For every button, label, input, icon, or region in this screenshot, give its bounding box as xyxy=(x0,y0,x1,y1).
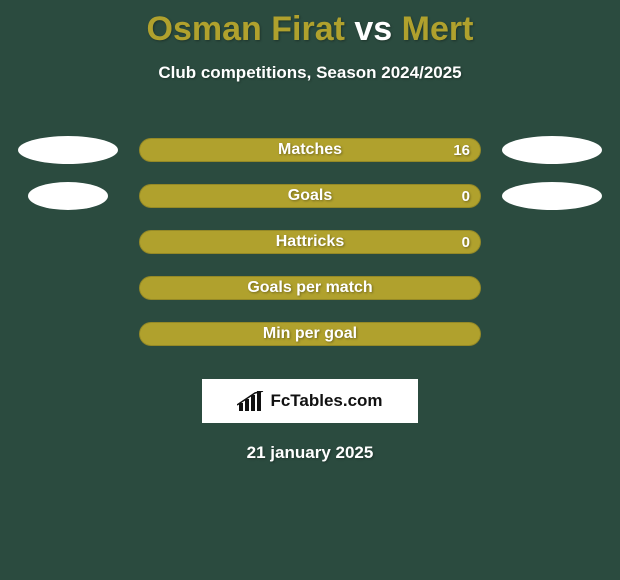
vs-separator: vs xyxy=(354,10,392,48)
date-label: 21 january 2025 xyxy=(0,443,620,463)
player2-name: Mert xyxy=(402,10,474,48)
stat-label: Goals per match xyxy=(247,279,372,297)
player1-ellipse xyxy=(28,182,108,210)
stat-row: Goals per match xyxy=(0,265,620,311)
stat-bar: Hattricks 0 xyxy=(139,230,481,254)
stat-row: Hattricks 0 xyxy=(0,219,620,265)
stat-value-right: 16 xyxy=(453,142,470,159)
player2-ellipse xyxy=(502,136,602,164)
stat-label: Min per goal xyxy=(263,325,357,343)
comparison-infographic: Osman Firat vs Mert Club competitions, S… xyxy=(0,0,620,580)
stat-rows: Matches 16 Goals 0 Hattricks 0 Goals per match… xyxy=(0,127,620,357)
player1-ellipse xyxy=(18,136,118,164)
brand-logo-box: FcTables.com xyxy=(202,379,418,423)
player2-ellipse xyxy=(502,182,602,210)
stat-bar: Min per goal xyxy=(139,322,481,346)
stat-value-right: 0 xyxy=(462,234,470,251)
player1-name: Osman Firat xyxy=(147,10,345,48)
stat-bar: Goals per match xyxy=(139,276,481,300)
stat-row: Min per goal xyxy=(0,311,620,357)
stat-row: Matches 16 xyxy=(0,127,620,173)
stat-label: Hattricks xyxy=(276,233,344,251)
right-ellipse-slot xyxy=(495,182,609,210)
chart-icon xyxy=(237,391,265,411)
subtitle: Club competitions, Season 2024/2025 xyxy=(0,63,620,83)
stat-bar: Goals 0 xyxy=(139,184,481,208)
page-title: Osman Firat vs Mert xyxy=(0,0,620,49)
stat-label: Matches xyxy=(278,141,342,159)
left-ellipse-slot xyxy=(11,136,125,164)
left-ellipse-slot xyxy=(11,182,125,210)
stat-value-right: 0 xyxy=(462,188,470,205)
stat-label: Goals xyxy=(288,187,332,205)
stat-row: Goals 0 xyxy=(0,173,620,219)
brand-name: FcTables.com xyxy=(270,391,382,411)
right-ellipse-slot xyxy=(495,136,609,164)
stat-bar: Matches 16 xyxy=(139,138,481,162)
